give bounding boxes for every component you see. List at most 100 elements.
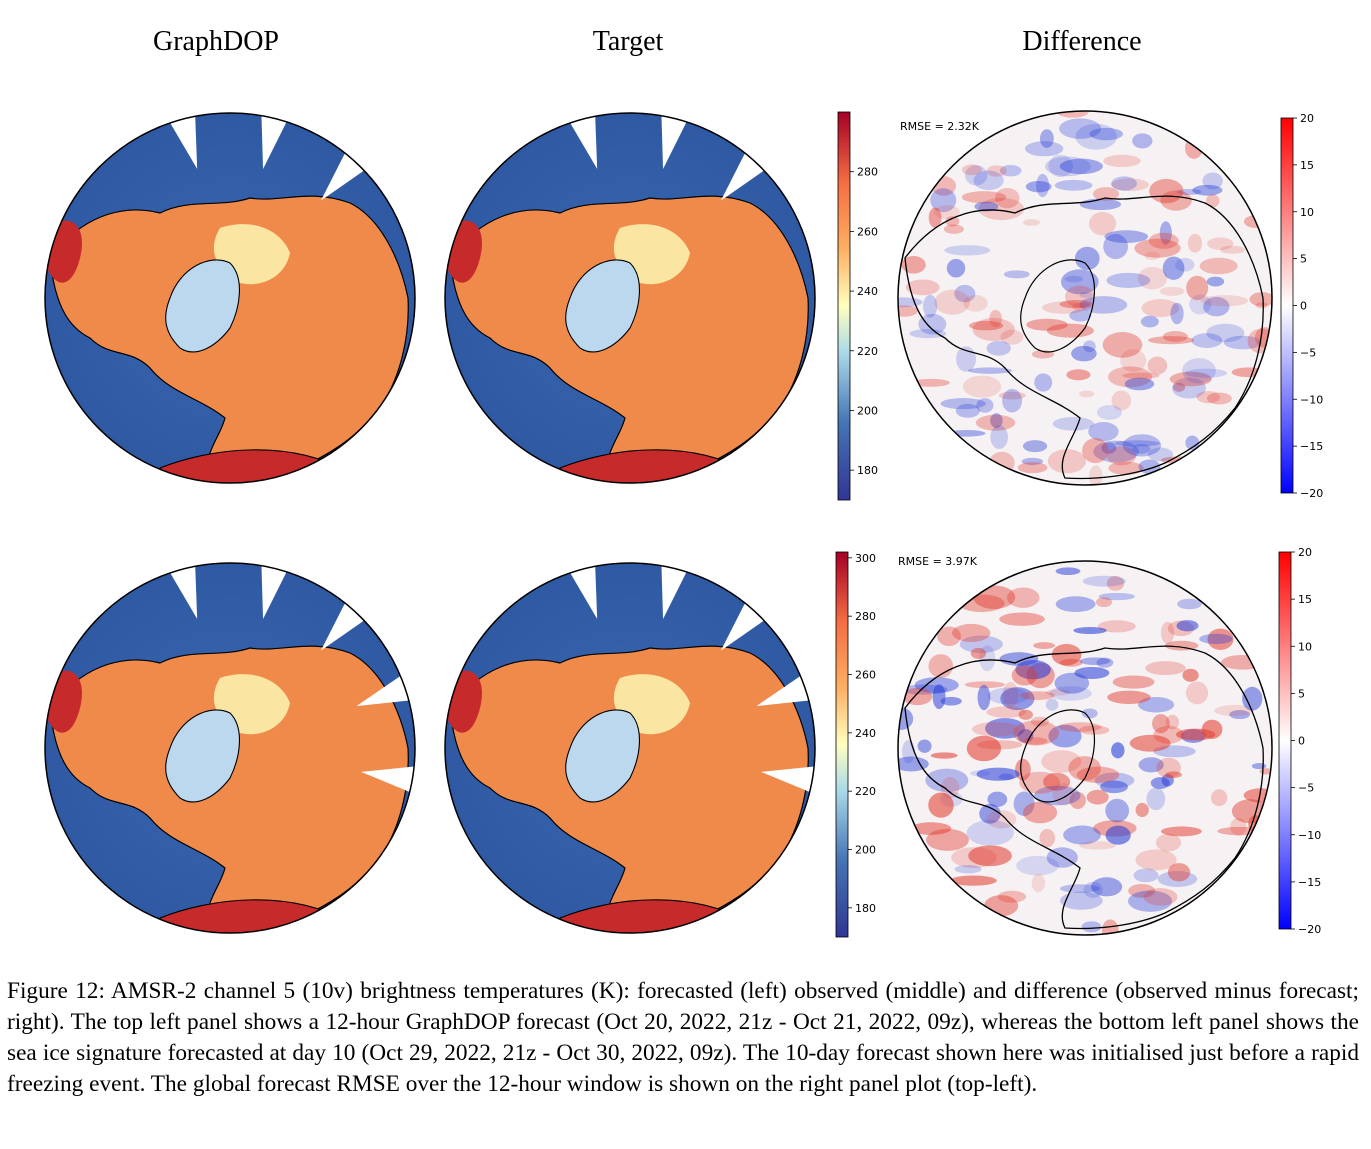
diff-blotch [997,890,1027,903]
diff-blotch [987,791,1008,807]
diff-blotch [1089,127,1124,141]
diff-blotch [918,313,947,335]
colorbar-tick-label: 260 [855,669,876,682]
diff-blotch [1137,266,1168,290]
diff-blotch [1083,340,1096,353]
greenland [565,259,641,353]
diff-blotch [1079,198,1122,210]
diff-blotch [1073,627,1107,635]
diff-blotch [1207,237,1234,250]
diff-blotch [1021,457,1043,466]
diff-blotch [1091,877,1123,897]
diff-blotch [954,865,982,874]
swath-gap [661,565,687,619]
diff-blotch [1024,141,1064,157]
globe-outline-pred-row1 [44,112,416,484]
diff-blotch [1048,154,1073,178]
diff-blotch [1000,687,1035,711]
diff-blotch [1196,391,1221,404]
colorbar-tick-label: 10 [1298,640,1312,653]
colorbar-tick-label: −5 [1298,782,1314,795]
diff-blotch [1089,465,1103,485]
diff-blotch [1214,704,1254,717]
diff-blotch [911,378,950,387]
diff-blotch [1075,123,1118,150]
diff-blotch [1155,833,1182,852]
diff-blotch [1106,272,1151,288]
diff-blotch [1081,708,1098,719]
diff-blotch [1132,443,1151,454]
diff-blotch [1047,449,1087,474]
globe-target-row2 [445,563,815,933]
swath-gap [320,603,365,651]
diff-blotch [1105,798,1130,823]
diff-blotch [901,255,926,274]
diff-blotch [1206,194,1220,208]
diff-blotch [1111,176,1138,191]
swath-gap [720,153,765,201]
diff-blotch [998,773,1014,781]
diff-blotch [1187,233,1203,253]
swath-gap [356,675,409,707]
diff-blotch [940,776,960,799]
rmse-label-row2: RMSE = 3.97K [898,555,978,568]
colorbar-tick-label: 240 [855,727,876,740]
diff-blotch [1201,719,1223,739]
diff-blotch [1049,686,1092,701]
diff-blotch [1101,442,1117,454]
colorbar-tick-label: −15 [1298,876,1321,889]
globe-outline-target-row1 [444,112,816,484]
diff-blotch [945,216,960,227]
diff-blotch [989,309,1002,328]
diff-blotch [1146,787,1166,811]
diff-blotch [1000,329,1024,345]
diff-blotch [1068,756,1101,781]
diff-blotch [937,626,961,647]
diff-blotch [1034,785,1081,806]
diff-blotch [1176,188,1202,195]
diff-blotch [1199,633,1233,645]
colorbar-tick-label: 260 [857,225,878,238]
diff-blotch [946,258,966,278]
difference-colorbar-row2 [1278,551,1292,930]
diff-blotch [1206,276,1225,287]
diff-blotch [1120,349,1147,372]
diff-blotch [1046,323,1094,338]
globe-diff-row2 [898,561,1272,935]
diff-blotch [1147,447,1174,462]
diff-blotch [1074,666,1110,679]
diff-blotch [1078,841,1117,850]
diff-blotch [962,375,1002,398]
diff-blotch [1079,657,1111,666]
diff-blotch [961,191,1007,204]
diff-blotch [1079,291,1093,299]
diff-blotch [1159,286,1185,296]
diff-blotch [1059,891,1103,910]
diff-blotch [990,413,1003,428]
diff-blotch [998,391,1026,400]
diff-blotch [1106,446,1137,466]
diff-blotch [1079,296,1128,314]
diff-blotch [930,752,958,759]
diff-blotch [1092,187,1120,201]
diff-blotch [963,294,988,312]
diff-blotch [1059,158,1103,175]
diff-blotch [1013,791,1035,816]
column-title-target: Target [592,26,664,57]
diff-blotch [1165,771,1182,779]
diff-blotch [1207,628,1234,650]
colorbar-tick-label: 0 [1298,735,1305,748]
swath-gap [170,566,198,619]
colorbar-tick-label: 200 [855,844,876,857]
diff-blotch [1022,440,1048,453]
colorbar-tick-label: 15 [1298,593,1312,606]
diff-blotch [1104,230,1149,244]
diff-blotch [1058,722,1102,732]
diff-blotch [1172,377,1206,399]
temperature-colorbar-row1 [837,111,851,501]
diff-blotch [1138,757,1164,773]
diff-blotch [964,681,1006,689]
diff-blotch [1148,232,1179,249]
diff-blotch [925,768,969,792]
diff-blotch [1128,890,1173,912]
